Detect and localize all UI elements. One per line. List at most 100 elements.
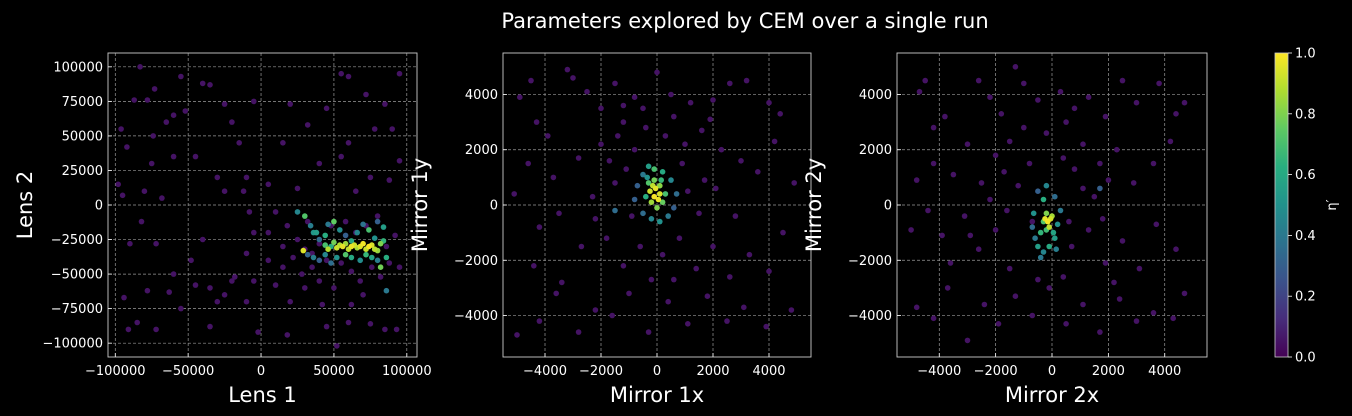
data-point [316,240,323,247]
data-point [243,298,250,305]
data-point [316,160,323,167]
data-point [696,210,702,217]
y-axis-label: Lens 2 [13,171,37,240]
data-point [374,218,381,225]
data-point [925,207,931,214]
data-point [746,251,753,258]
data-point [1097,185,1103,192]
data-point [1116,296,1123,302]
data-point [1173,246,1179,252]
data-point [1167,138,1174,145]
data-point [575,155,582,161]
data-point [380,224,387,230]
data-point [995,321,1002,327]
data-point [743,77,750,84]
data-point [578,243,585,250]
data-point [207,82,213,88]
data-point [118,126,124,132]
figure-title: Parameters explored by CEM over a single… [501,9,988,33]
data-point [659,199,666,205]
data-point [643,193,649,200]
data-point [386,260,393,266]
x-tick-label: 0 [1048,364,1056,379]
data-point [1052,193,1058,200]
data-point [1040,196,1047,203]
y-tick-label: 4000 [859,88,892,103]
data-point [131,97,137,103]
x-tick-label: −4000 [523,364,567,379]
data-point [615,133,621,139]
data-point [950,171,957,178]
data-point [1091,193,1098,200]
data-point [304,251,311,258]
data-point [682,141,688,147]
data-point [673,191,680,197]
data-point [232,274,238,280]
x-tick-label: 4000 [752,364,785,379]
x-tick-label: 2000 [696,364,729,379]
data-point [345,73,352,80]
data-point [137,64,143,70]
data-point [665,213,671,219]
data-point [623,166,629,172]
data-point [1085,94,1092,100]
data-point [246,209,253,215]
data-point [287,101,294,107]
y-tick-label: −4000 [848,309,892,324]
x-tick-label: −2000 [579,364,623,379]
data-point [290,254,296,261]
data-point [280,243,286,250]
data-point [913,177,920,183]
data-point [1181,290,1188,297]
data-point [353,188,359,194]
data-point [1097,329,1103,335]
data-point [655,196,662,203]
data-point [1080,301,1086,308]
data-point [1119,238,1126,244]
data-point [1130,180,1137,186]
data-point [791,180,797,186]
data-point [584,88,590,95]
data-point [1050,229,1057,236]
data-point [1080,141,1086,147]
colorbar: 0.0 0.2 0.4 0.6 0.8 1.0 η′ [1274,47,1340,366]
y-tick-label: 2000 [859,143,892,158]
data-point [651,177,657,183]
y-tick-label: 0 [490,199,498,214]
data-point [1097,160,1103,167]
data-point [334,343,340,349]
data-point [151,86,158,92]
data-point [367,174,374,181]
data-point [1026,160,1033,167]
data-point [612,180,618,186]
data-point [125,326,132,333]
colorbar-tick-label: 0.4 [1295,229,1316,244]
data-point [178,305,184,312]
data-point [620,263,627,269]
data-point [374,213,381,219]
data-point [1071,166,1078,172]
data-point [631,196,638,203]
data-point [741,304,747,311]
data-point [944,285,951,291]
x-tick-label: 100000 [382,364,432,379]
data-point [1012,64,1019,70]
data-point [545,133,551,139]
data-point [629,213,635,219]
data-point [294,236,301,243]
data-point [323,105,330,112]
data-point [992,152,999,159]
data-point [1085,227,1092,233]
data-point [916,88,923,95]
data-point [141,188,148,194]
data-point [316,236,323,243]
data-point [371,235,378,241]
data-point [1063,321,1069,327]
data-point [1133,318,1140,324]
data-point [671,113,677,120]
data-point [302,213,308,219]
data-point [640,210,646,217]
y-tick-label: 75000 [62,95,103,110]
data-point [153,326,159,333]
data-point [1060,155,1067,161]
